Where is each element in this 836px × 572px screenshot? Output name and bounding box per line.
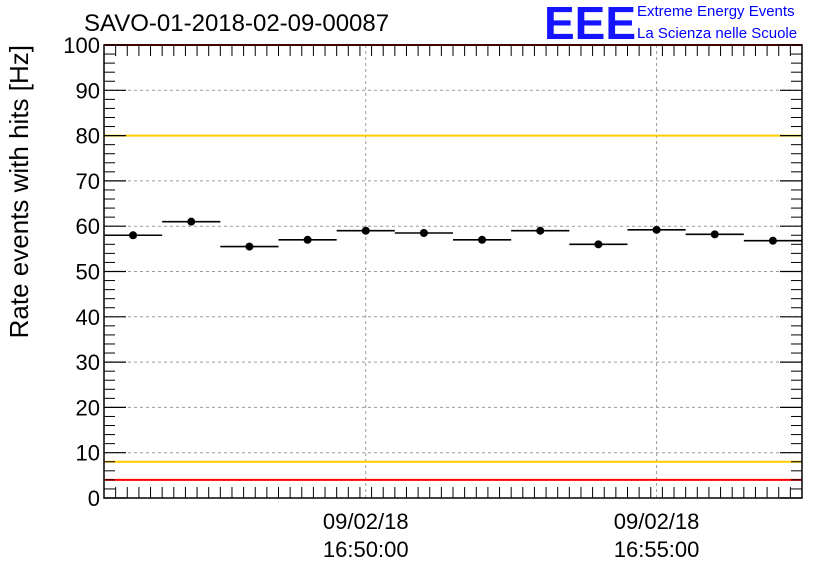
axis-labels: 0 10 20 30 40 50 60 70 80 90 100 09/02/18 16:50:00 09… [63,33,699,562]
data-point [511,226,570,235]
y-tick-label: 30 [76,350,100,375]
data-point [336,226,395,235]
y-tick-label: 20 [76,395,100,420]
point-marker [129,231,138,240]
data-point [220,242,279,251]
data-point [627,225,686,234]
data-point [278,235,337,244]
y-axis-title: Rate events with hits [Hz] [4,45,34,338]
point-marker [478,235,487,244]
x-tick-date-label: 09/02/18 [614,509,700,534]
y-tick-label: 40 [76,305,100,330]
data-points [104,217,802,251]
data-point [685,230,744,239]
point-marker [419,228,428,237]
eee-logo: EEE [544,0,637,49]
y-tick-label: 0 [88,486,100,511]
y-tick-label: 100 [63,33,100,58]
chart-title: SAVO-01-2018-02-09-00087 [84,10,390,37]
point-marker [361,226,370,235]
data-point [453,235,512,244]
x-tick-time-label: 16:50:00 [323,537,409,562]
data-point [569,240,628,249]
y-tick-label: 50 [76,260,100,285]
y-tick-label: 70 [76,169,100,194]
y-tick-label: 80 [76,124,100,149]
reference-lines [104,44,802,481]
y-tick-label: 90 [76,78,100,103]
point-marker [187,217,196,226]
point-marker [652,225,661,234]
point-marker [768,236,777,245]
y-tick-label: 60 [76,214,100,239]
plot-frame [103,44,803,499]
point-marker [710,230,719,239]
logo-line-2: La Scienza nelle Scuole [637,25,798,42]
y-tick-label: 10 [76,441,100,466]
point-marker [536,226,545,235]
point-marker [303,235,312,244]
data-point [743,236,802,245]
data-point [104,231,163,240]
point-marker [594,240,603,249]
logo-line-1: Extreme Energy Events [637,3,795,20]
grid [104,45,802,498]
data-point [162,217,221,226]
x-tick-date-label: 09/02/18 [323,509,409,534]
x-tick-time-label: 16:55:00 [614,537,700,562]
point-marker [245,242,254,251]
data-point [394,228,453,237]
